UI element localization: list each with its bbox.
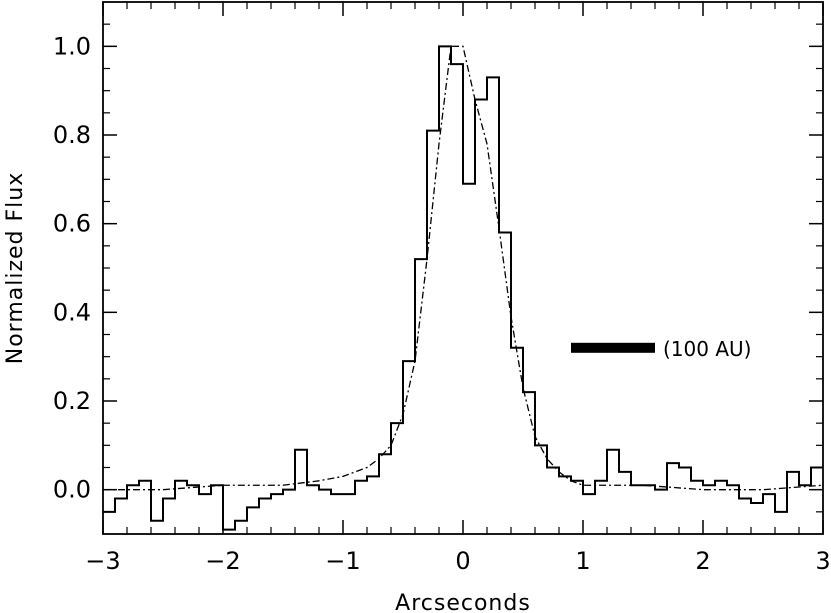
- x-tick-label: −1: [325, 547, 360, 575]
- y-tick-label: 0.6: [53, 210, 91, 238]
- scale-annotation: (100 AU): [571, 337, 751, 361]
- x-axis-label: Arcseconds: [395, 591, 531, 613]
- scale-bar-label: (100 AU): [663, 337, 751, 361]
- ticks-layer: −3 −2 −1 0 1 2 3 0.0 0.2 0.4 0.6 0.8 1.0: [53, 2, 831, 575]
- y-axis-label: Normalized Flux: [3, 172, 28, 364]
- series-dash-dot: [103, 45, 823, 491]
- x-tick-label: −2: [205, 547, 240, 575]
- x-tick-label: 0: [455, 547, 470, 575]
- y-tick-label: 0.8: [53, 121, 91, 149]
- x-tick-label: 2: [695, 547, 710, 575]
- y-tick-label: 0.0: [53, 476, 91, 504]
- x-tick-label: −3: [85, 547, 120, 575]
- x-tick-label: 1: [575, 547, 590, 575]
- y-tick-label: 0.4: [53, 298, 91, 326]
- series-layer: [103, 45, 823, 531]
- y-tick-label: 1.0: [53, 32, 91, 60]
- y-tick-label: 0.2: [53, 387, 91, 415]
- series-solid-step: [103, 45, 823, 531]
- scale-bar: [571, 342, 655, 353]
- x-tick-label: 3: [815, 547, 830, 575]
